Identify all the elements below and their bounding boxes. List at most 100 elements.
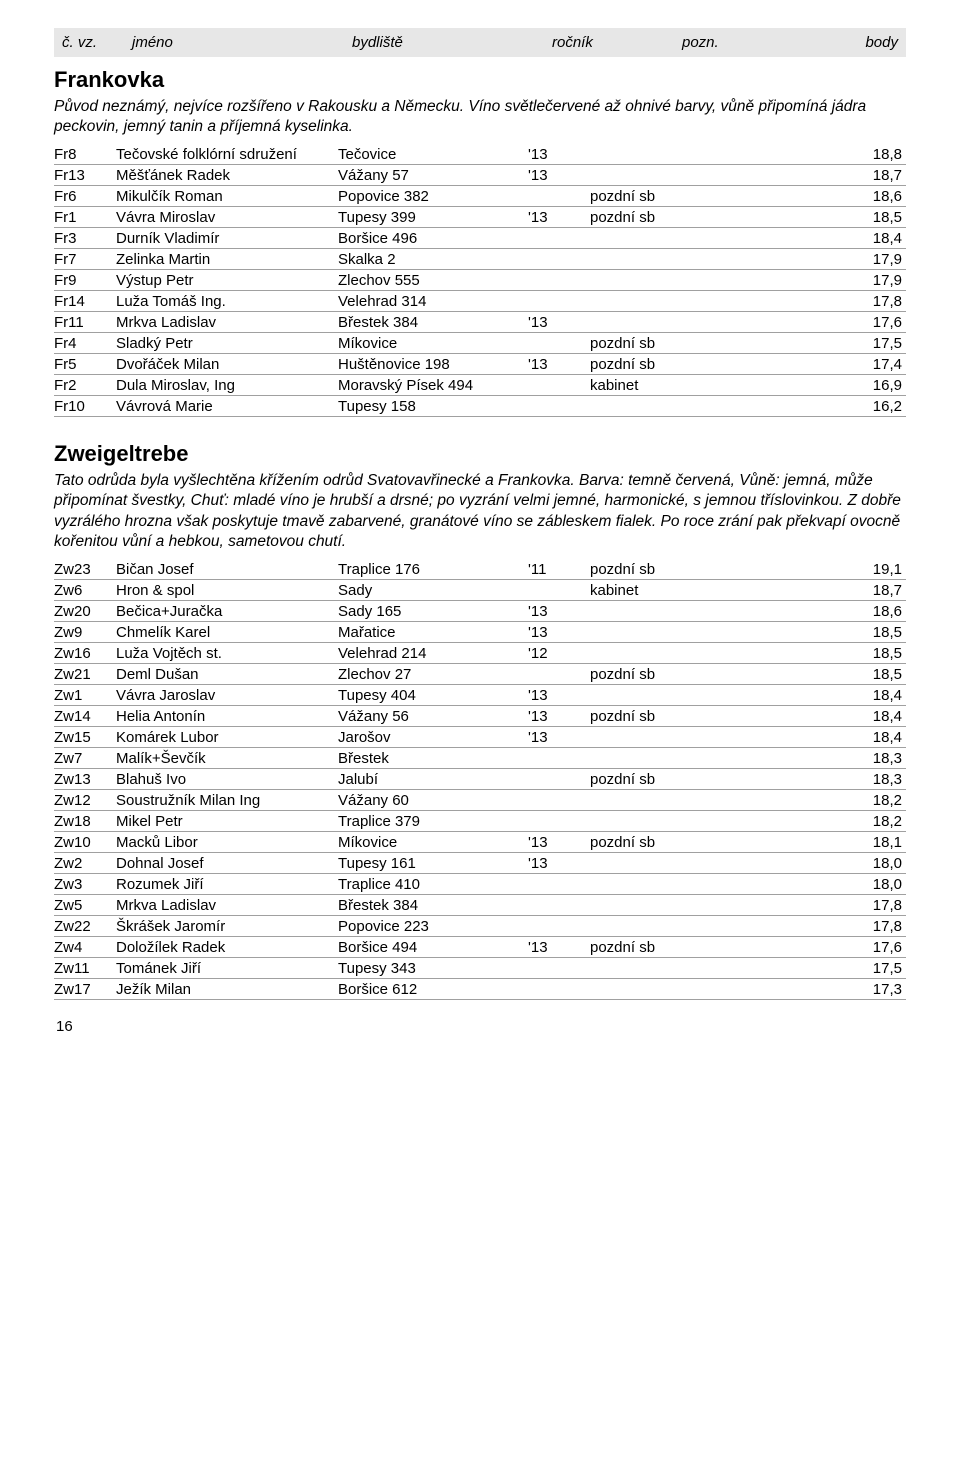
table-row: Zw23Bičan JosefTraplice 176'11pozdní sb1… <box>54 559 906 580</box>
cell-year: '13 <box>528 209 590 226</box>
cell-code: Fr6 <box>54 188 116 205</box>
cell-code: Zw21 <box>54 666 116 683</box>
table-row: Zw3Rozumek JiříTraplice 41018,0 <box>54 874 906 895</box>
table-row: Zw9Chmelík KarelMařatice'1318,5 <box>54 622 906 643</box>
cell-points: 17,5 <box>810 960 906 977</box>
cell-addr: Mařatice <box>338 624 528 641</box>
cell-code: Fr1 <box>54 209 116 226</box>
cell-year: '12 <box>528 645 590 662</box>
cell-points: 17,9 <box>810 272 906 289</box>
cell-points: 18,7 <box>810 167 906 184</box>
cell-code: Zw5 <box>54 897 116 914</box>
cell-name: Sladký Petr <box>116 335 338 352</box>
table-row: Zw20Bečica+JuračkaSady 165'1318,6 <box>54 601 906 622</box>
cell-addr: Traplice 410 <box>338 876 528 893</box>
cell-code: Zw10 <box>54 834 116 851</box>
header-points: body <box>812 34 898 51</box>
cell-name: Zelinka Martin <box>116 251 338 268</box>
cell-code: Zw16 <box>54 645 116 662</box>
cell-code: Zw4 <box>54 939 116 956</box>
cell-points: 18,5 <box>810 666 906 683</box>
cell-name: Komárek Lubor <box>116 729 338 746</box>
cell-points: 18,4 <box>810 729 906 746</box>
cell-addr: Boršice 494 <box>338 939 528 956</box>
table-row: Zw18Mikel PetrTraplice 37918,2 <box>54 811 906 832</box>
table-row: Fr9Výstup PetrZlechov 55517,9 <box>54 270 906 291</box>
cell-addr: Popovice 223 <box>338 918 528 935</box>
cell-points: 19,1 <box>810 561 906 578</box>
cell-points: 18,3 <box>810 771 906 788</box>
cell-year: '13 <box>528 687 590 704</box>
cell-addr: Vážany 56 <box>338 708 528 725</box>
cell-code: Zw18 <box>54 813 116 830</box>
cell-code: Zw14 <box>54 708 116 725</box>
header-note: pozn. <box>682 34 812 51</box>
cell-addr: Boršice 496 <box>338 230 528 247</box>
cell-name: Durník Vladimír <box>116 230 338 247</box>
cell-code: Zw22 <box>54 918 116 935</box>
cell-name: Hron & spol <box>116 582 338 599</box>
cell-code: Zw20 <box>54 603 116 620</box>
cell-addr: Břestek <box>338 750 528 767</box>
cell-name: Mrkva Ladislav <box>116 314 338 331</box>
cell-name: Dvořáček Milan <box>116 356 338 373</box>
cell-name: Ježík Milan <box>116 981 338 998</box>
table-row: Zw13Blahuš IvoJalubípozdní sb18,3 <box>54 769 906 790</box>
cell-addr: Tupesy 161 <box>338 855 528 872</box>
cell-points: 18,6 <box>810 603 906 620</box>
cell-code: Fr10 <box>54 398 116 415</box>
cell-note: pozdní sb <box>590 335 810 352</box>
cell-name: Měšťánek Radek <box>116 167 338 184</box>
table-row: Zw5Mrkva LadislavBřestek 38417,8 <box>54 895 906 916</box>
cell-points: 18,4 <box>810 230 906 247</box>
cell-addr: Vážany 57 <box>338 167 528 184</box>
cell-addr: Popovice 382 <box>338 188 528 205</box>
cell-year: '11 <box>528 561 590 578</box>
cell-name: Vávra Miroslav <box>116 209 338 226</box>
cell-addr: Vážany 60 <box>338 792 528 809</box>
cell-code: Fr2 <box>54 377 116 394</box>
cell-points: 17,3 <box>810 981 906 998</box>
cell-note: pozdní sb <box>590 708 810 725</box>
cell-addr: Míkovice <box>338 834 528 851</box>
cell-points: 16,2 <box>810 398 906 415</box>
cell-addr: Boršice 612 <box>338 981 528 998</box>
table-row: Zw11Tománek JiříTupesy 34317,5 <box>54 958 906 979</box>
cell-code: Zw6 <box>54 582 116 599</box>
cell-name: Mikel Petr <box>116 813 338 830</box>
table-row: Fr6Mikulčík RomanPopovice 382pozdní sb18… <box>54 186 906 207</box>
cell-addr: Sady <box>338 582 528 599</box>
cell-name: Malík+Ševčík <box>116 750 338 767</box>
cell-points: 18,5 <box>810 624 906 641</box>
cell-addr: Tupesy 343 <box>338 960 528 977</box>
table-row: Zw4Doložílek RadekBoršice 494'13pozdní s… <box>54 937 906 958</box>
table-row: Zw12Soustružník Milan IngVážany 6018,2 <box>54 790 906 811</box>
cell-points: 17,6 <box>810 939 906 956</box>
cell-addr: Břestek 384 <box>338 897 528 914</box>
table-row: Fr7Zelinka MartinSkalka 217,9 <box>54 249 906 270</box>
cell-points: 18,2 <box>810 792 906 809</box>
cell-code: Fr13 <box>54 167 116 184</box>
table-row: Zw15Komárek LuborJarošov'1318,4 <box>54 727 906 748</box>
cell-addr: Tupesy 158 <box>338 398 528 415</box>
cell-name: Tománek Jiří <box>116 960 338 977</box>
cell-points: 18,4 <box>810 687 906 704</box>
cell-code: Fr7 <box>54 251 116 268</box>
table-row: Fr11Mrkva LadislavBřestek 384'1317,6 <box>54 312 906 333</box>
cell-points: 18,4 <box>810 708 906 725</box>
header-addr: bydliště <box>352 34 552 51</box>
table-row: Fr8Tečovské folklórní sdruženíTečovice'1… <box>54 144 906 165</box>
cell-name: Škrášek Jaromír <box>116 918 338 935</box>
cell-addr: Jalubí <box>338 771 528 788</box>
cell-code: Zw15 <box>54 729 116 746</box>
cell-code: Fr9 <box>54 272 116 289</box>
cell-addr: Velehrad 314 <box>338 293 528 310</box>
cell-note: pozdní sb <box>590 356 810 373</box>
table-row: Zw14Helia AntonínVážany 56'13pozdní sb18… <box>54 706 906 727</box>
cell-year: '13 <box>528 167 590 184</box>
table-row: Fr5Dvořáček MilanHuštěnovice 198'13pozdn… <box>54 354 906 375</box>
table-row: Zw7Malík+ŠevčíkBřestek18,3 <box>54 748 906 769</box>
header-code: č. vz. <box>62 34 132 51</box>
cell-note: pozdní sb <box>590 188 810 205</box>
cell-code: Fr3 <box>54 230 116 247</box>
